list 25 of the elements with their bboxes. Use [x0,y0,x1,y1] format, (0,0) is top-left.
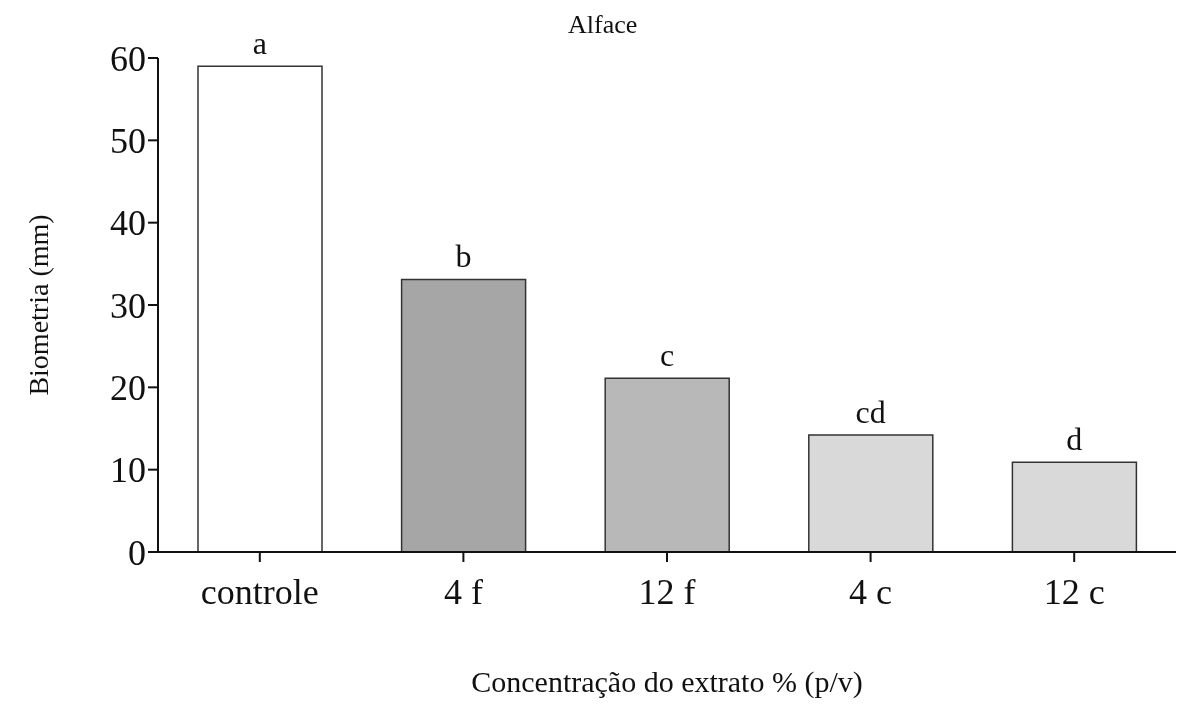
x-tick-label: 12 c [1043,571,1105,612]
x-tick-label: 4 c [849,571,893,612]
chart-title: Alface [568,10,638,40]
annotation: c [659,337,675,374]
y-tick-label: 20 [110,368,146,409]
y-tick-label: 60 [110,38,146,79]
annotation: a [252,25,267,62]
bar [400,278,527,552]
bar [197,65,323,552]
x-axis-title: Concentração do extrato % (p/v) [471,665,863,699]
x-tick-label: controle [200,571,319,612]
y-tick-label: 0 [128,532,146,573]
annotation: d [1066,421,1083,458]
y-tick-label: 40 [110,203,146,244]
bar [1011,461,1138,552]
bar [808,434,934,552]
x-tick-label: 12 f [638,571,696,612]
x-tick-label: 4 f [443,571,483,612]
annotation: b [455,238,472,275]
y-axis-title: Biometria (mm) [22,214,54,396]
bar [604,377,730,552]
annotation: cd [855,394,886,431]
y-tick-label: 50 [110,121,146,162]
y-tick-label: 10 [110,450,146,491]
y-tick-label: 30 [110,285,146,326]
